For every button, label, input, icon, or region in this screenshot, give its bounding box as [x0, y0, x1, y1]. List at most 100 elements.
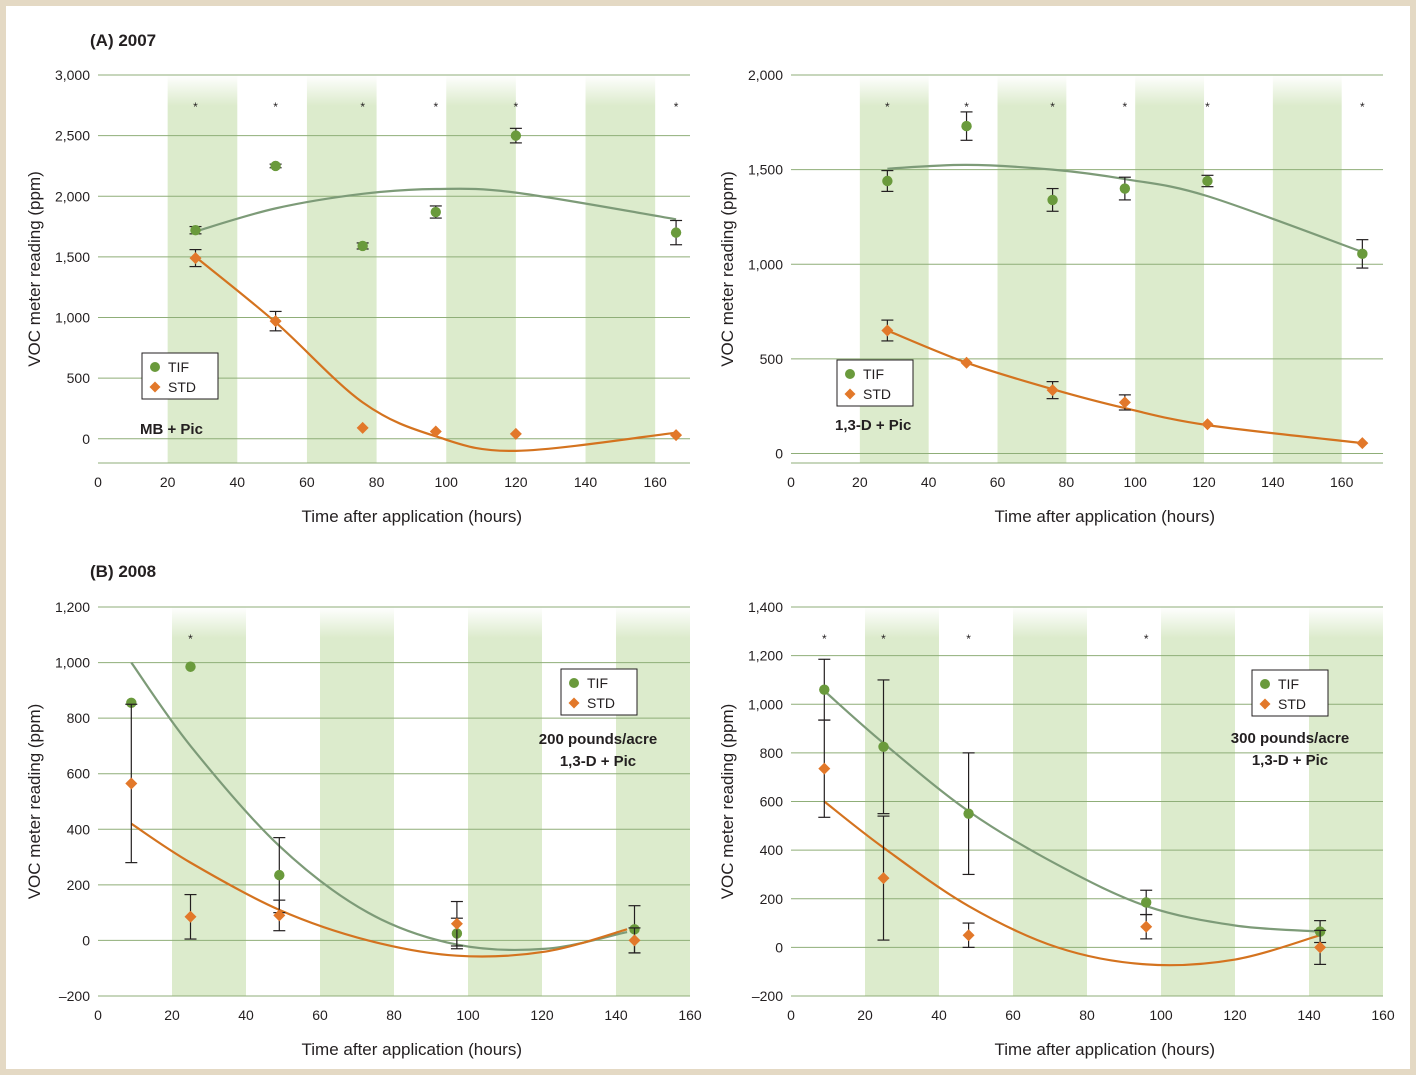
y-tick-label: 600 — [67, 766, 91, 782]
x-tick-label: 0 — [787, 474, 795, 490]
x-tick-label: 60 — [990, 474, 1006, 490]
x-tick-label: 100 — [456, 1007, 480, 1023]
y-tick-label: 1,200 — [55, 599, 90, 615]
legend: TIF STD — [141, 352, 219, 400]
data-point-tif — [190, 225, 201, 236]
y-tick-label: 400 — [760, 842, 784, 858]
x-tick-label: 100 — [1124, 474, 1148, 490]
legend: TIF STD — [560, 668, 638, 716]
significance-marker: * — [188, 632, 193, 646]
data-point-tif — [1141, 897, 1152, 908]
legend-label-tif: TIF — [587, 675, 608, 691]
y-tick-label: –200 — [752, 988, 783, 1004]
significance-marker: * — [1050, 100, 1055, 114]
data-point-std — [962, 929, 975, 942]
x-tick-label: 60 — [1005, 1007, 1021, 1023]
legend-marker-std — [1259, 698, 1271, 710]
legend-label-tif: TIF — [168, 359, 189, 375]
significance-marker: * — [674, 100, 679, 114]
data-point-tif — [510, 130, 522, 141]
data-point-tif — [961, 120, 972, 132]
time-band — [172, 607, 246, 996]
y-tick-label: 1,000 — [55, 655, 90, 671]
fit-curve-std — [130, 822, 628, 958]
time-band — [1272, 75, 1342, 463]
significance-marker: * — [273, 100, 278, 114]
y-tick-label: 2,000 — [55, 188, 90, 204]
y-tick-label: 2,000 — [748, 67, 783, 83]
time-band — [446, 75, 516, 463]
x-tick-label: 120 — [504, 474, 528, 490]
legend: TIF STD — [836, 359, 914, 407]
chart-annotation: MB + Pic — [140, 421, 203, 438]
chart-annotation: 200 pounds/acre — [539, 731, 657, 748]
x-tick-label: 40 — [921, 474, 937, 490]
y-tick-label: 1,000 — [55, 310, 90, 326]
chart-panel-2: 0 500 1,000 1,500 2,000 0 20 40 60 80 100 120 140 160… — [718, 67, 1383, 526]
data-point-tif — [670, 227, 682, 238]
y-tick-label: 1,500 — [748, 162, 783, 178]
data-point-std — [269, 315, 282, 328]
data-point-std — [184, 910, 197, 923]
x-tick-label: 160 — [678, 1007, 702, 1023]
time-band — [585, 75, 656, 463]
significance-marker: * — [881, 632, 886, 646]
time-band — [616, 607, 690, 996]
significance-marker: * — [193, 100, 198, 114]
x-tick-label: 40 — [230, 474, 246, 490]
x-tick-label: 140 — [604, 1007, 628, 1023]
figure-svg: (A) 2007 (B) 2008 0 500 1,000 1,500 2,000 2,5… — [25, 31, 1395, 1059]
x-tick-label: 60 — [312, 1007, 328, 1023]
figure-frame: (A) 2007 (B) 2008 0 500 1,000 1,500 2,000 2,5… — [6, 6, 1410, 1069]
significance-marker: * — [1205, 100, 1210, 114]
x-tick-label: 160 — [1330, 474, 1354, 490]
legend-marker-std — [568, 697, 580, 709]
y-tick-label: 0 — [82, 932, 90, 948]
y-tick-label: 0 — [82, 431, 90, 447]
data-point-std — [818, 762, 831, 775]
legend-label-std: STD — [587, 695, 615, 711]
y-tick-label: 1,400 — [748, 599, 783, 615]
x-axis-label: Time after application (hours) — [302, 507, 522, 526]
y-tick-label: 800 — [760, 745, 784, 761]
chart-annotation: 300 pounds/acre — [1231, 730, 1349, 747]
y-tick-label: 400 — [67, 821, 91, 837]
data-point-std — [1046, 384, 1059, 397]
fit-curve-tif — [130, 661, 628, 952]
x-tick-label: 80 — [369, 474, 385, 490]
x-tick-label: 120 — [1192, 474, 1216, 490]
y-tick-label: –200 — [59, 988, 90, 1004]
fit-curve-std — [886, 329, 1363, 445]
chart-panel-1: 0 500 1,000 1,500 2,000 2,500 3,000 0 20 40 60 80 10… — [25, 67, 690, 526]
significance-marker: * — [1123, 100, 1128, 114]
y-tick-label: 2,500 — [55, 128, 90, 144]
data-point-tif — [963, 808, 974, 819]
data-point-tif — [430, 206, 441, 218]
legend-label-tif: TIF — [1278, 676, 1299, 692]
x-tick-label: 40 — [931, 1007, 947, 1023]
y-tick-label: 200 — [67, 877, 91, 893]
data-point-std — [356, 421, 369, 434]
chart-annotation: 1,3-D + Pic — [835, 417, 911, 434]
data-point-tif — [185, 661, 196, 672]
data-point-tif — [1047, 194, 1058, 206]
y-tick-label: 1,000 — [748, 696, 783, 712]
data-point-std — [881, 324, 894, 337]
time-band — [167, 75, 238, 463]
legend-label-std: STD — [863, 386, 891, 402]
data-point-std — [189, 252, 202, 265]
x-tick-label: 20 — [160, 474, 176, 490]
x-tick-label: 140 — [1297, 1007, 1321, 1023]
x-tick-label: 140 — [1261, 474, 1285, 490]
y-tick-label: 1,200 — [748, 648, 783, 664]
data-point-tif — [1357, 248, 1368, 260]
legend-label-std: STD — [168, 379, 196, 395]
legend-marker-std — [149, 381, 161, 393]
legend-marker-tif — [150, 362, 160, 372]
y-tick-label: 600 — [760, 794, 784, 810]
data-point-std — [273, 909, 286, 922]
y-tick-label: 0 — [775, 446, 783, 462]
y-axis-label: VOC meter reading (ppm) — [718, 171, 737, 367]
x-axis-label: Time after application (hours) — [995, 1040, 1215, 1059]
x-tick-label: 120 — [530, 1007, 554, 1023]
